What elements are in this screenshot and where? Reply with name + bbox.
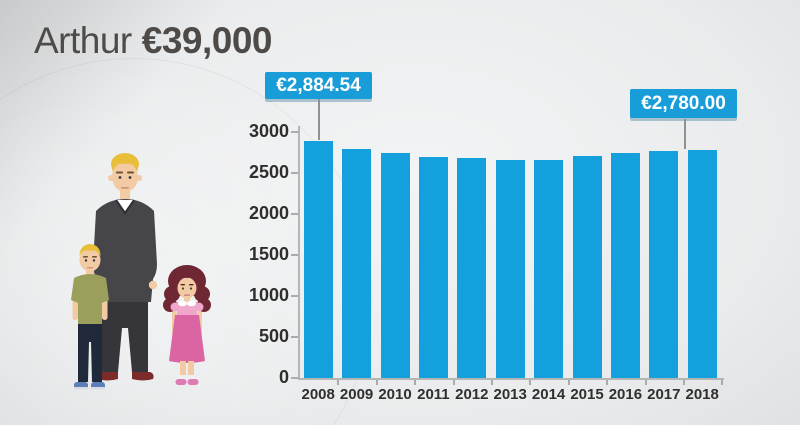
y-axis-label: 1500	[248, 244, 289, 264]
daughter-figure	[163, 265, 211, 385]
x-axis-line	[298, 378, 724, 380]
x-axis-label: 2015	[570, 386, 604, 403]
y-axis-label: 0	[278, 367, 289, 387]
y-axis-tick	[291, 295, 298, 297]
total-amount: €39,000	[141, 20, 273, 61]
x-axis-tick	[375, 380, 378, 385]
x-axis-tick	[452, 380, 455, 385]
x-axis-tick	[337, 380, 340, 385]
x-axis-label: 2011	[417, 386, 450, 403]
callout-2018-connector	[684, 119, 686, 149]
x-axis-tick	[606, 380, 609, 385]
x-axis-label: 2017	[647, 386, 681, 403]
y-axis-tick	[291, 336, 298, 338]
x-axis-tick	[644, 380, 647, 385]
y-axis-label: 2500	[248, 162, 289, 182]
bar	[418, 157, 448, 378]
y-axis-line	[298, 126, 300, 378]
bar	[687, 150, 717, 378]
x-axis-tick	[721, 380, 724, 385]
x-axis-label: 2016	[608, 386, 643, 403]
y-axis-label: 2000	[248, 203, 289, 223]
bar	[303, 141, 333, 378]
y-axis-tick	[291, 254, 298, 256]
bar	[457, 157, 487, 378]
father-figure	[92, 153, 158, 381]
y-axis-tick	[291, 172, 298, 174]
y-axis-tick	[291, 213, 298, 215]
bar	[380, 152, 410, 378]
y-axis-label: 500	[258, 326, 289, 346]
x-axis-tick	[683, 380, 685, 385]
x-axis-label: 2012	[455, 386, 489, 403]
y-axis-label: 1000	[248, 285, 289, 305]
x-axis-label: 2018	[685, 386, 719, 403]
son-figure	[71, 244, 109, 390]
callout-2018-value: €2,780.00	[630, 89, 737, 118]
y-axis-tick	[291, 131, 298, 133]
x-axis-label: 2010	[378, 386, 412, 403]
x-axis-tick	[567, 380, 570, 385]
bar	[534, 160, 564, 378]
bar	[342, 148, 372, 378]
y-axis-label: 3000	[248, 121, 289, 141]
x-axis-tick	[529, 380, 532, 385]
bar	[495, 159, 525, 378]
bar	[649, 150, 679, 378]
callout-2008-connector	[318, 99, 320, 140]
family-illustration	[71, 153, 211, 390]
x-axis-label: 2013	[493, 386, 527, 403]
y-axis-tick	[291, 377, 298, 379]
person-name: Arthur	[34, 20, 132, 61]
bar	[610, 152, 640, 378]
page-title: Arthur €39,000	[34, 20, 273, 62]
x-axis-label: 2009	[339, 386, 374, 403]
x-axis-label: 2014	[531, 386, 566, 403]
callout-2008-value: €2,884.54	[265, 72, 372, 99]
bar	[572, 156, 602, 378]
x-axis-tick	[414, 380, 417, 385]
x-axis-tick	[491, 380, 493, 385]
x-axis-label: 2008	[301, 386, 335, 403]
